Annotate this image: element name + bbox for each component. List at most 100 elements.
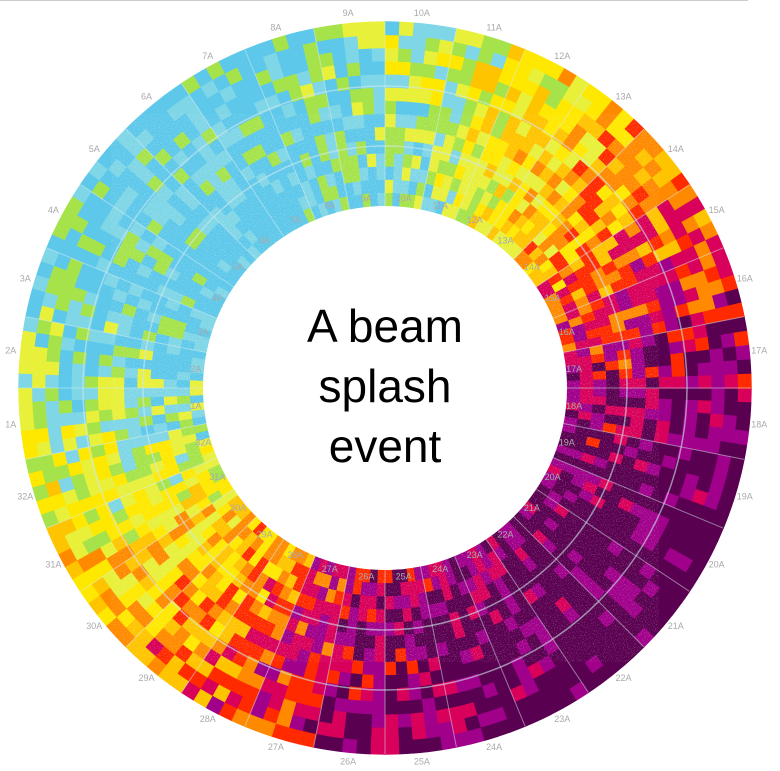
inner-sector-label: 16A [559, 327, 575, 337]
sector-boundary [181, 539, 285, 693]
sector-boundary [536, 184, 690, 288]
caption: A beam splash event [307, 300, 463, 472]
outer-sector-label: 12A [554, 51, 570, 61]
sector-boundary [485, 83, 589, 237]
outer-sector-label: 1A [5, 419, 16, 429]
outer-sector-label: 26A [340, 757, 356, 767]
outer-sector-label: 25A [414, 757, 430, 767]
sector-boundary [313, 566, 350, 748]
inner-sector-label: 26A [358, 571, 374, 581]
inner-sector-label: 2A [190, 364, 201, 374]
sector-boundary [420, 28, 457, 210]
sector-boundary [25, 423, 207, 460]
sector-boundary [513, 128, 645, 260]
inner-sector-label: 30A [230, 503, 246, 513]
caption-line: splash [319, 360, 452, 412]
sector-boundary [485, 539, 589, 693]
outer-sector-label: 17A [751, 345, 767, 355]
sector-boundary [552, 247, 724, 319]
outer-sector-label: 32A [17, 491, 33, 501]
outer-sector-label: 29A [138, 673, 154, 683]
outer-sector-label: 22A [615, 673, 631, 683]
outer-sector-label: 15A [709, 205, 725, 215]
inner-sector-label: 19A [559, 438, 575, 448]
sector-boundary [536, 488, 690, 592]
caption-line: A beam [307, 300, 463, 352]
sector-boundary [80, 184, 234, 288]
outer-sector-label: 27A [268, 742, 284, 752]
sector-boundary [46, 247, 218, 319]
outer-sector-label: 14A [668, 144, 684, 154]
sector-boundary [552, 457, 724, 529]
inner-sector-label: 1A [190, 401, 201, 411]
inner-sector-label: 24A [432, 564, 448, 574]
inner-sector-label: 20A [545, 472, 561, 482]
inner-sector-label: 14A [524, 262, 540, 272]
inner-sector-label: 22A [497, 529, 513, 539]
inner-sector-label: 17A [566, 364, 582, 374]
outer-sector-label: 9A [343, 8, 354, 18]
sector-boundary [80, 488, 234, 592]
outer-sector-label: 19A [737, 491, 753, 501]
inner-sector-label: 10A [396, 193, 412, 203]
outer-sector-label: 30A [86, 621, 102, 631]
sector-boundary [125, 516, 257, 648]
outer-sector-label: 24A [486, 742, 502, 752]
inner-sector-label: 8A [324, 201, 335, 211]
outer-sector-label: 7A [202, 51, 213, 61]
outer-sector-label: 28A [200, 714, 216, 724]
inner-sector-label: 9A [361, 193, 372, 203]
sector-boundary [46, 457, 218, 529]
outer-sector-label: 13A [615, 92, 631, 102]
sector-boundary [244, 555, 316, 727]
outer-sector-label: 2A [5, 345, 16, 355]
outer-sector-label: 3A [20, 273, 31, 283]
inner-sector-label: 25A [396, 571, 412, 581]
outer-sector-label: 20A [709, 560, 725, 570]
sector-boundary [420, 566, 457, 748]
inner-sector-label: 31A [209, 472, 225, 482]
outer-sector-label: 31A [45, 560, 61, 570]
outer-sector-label: 21A [668, 621, 684, 631]
sector-boundary [454, 49, 526, 221]
outer-sector-label: 6A [141, 92, 152, 102]
sector-boundary [244, 49, 316, 221]
inner-sector-label: 12A [467, 215, 483, 225]
inner-sector-label: 11A [433, 201, 448, 211]
sector-boundary [563, 316, 745, 353]
sector-boundary [513, 516, 645, 648]
sector-boundary [563, 423, 745, 460]
sector-boundary [454, 555, 526, 727]
sector-boundary [25, 316, 207, 353]
inner-sector-label: 3A [198, 327, 209, 337]
outer-sector-label: 23A [554, 714, 570, 724]
inner-sector-label: 28A [287, 550, 303, 560]
outer-sector-label: 4A [48, 205, 59, 215]
sector-boundary [181, 83, 285, 237]
inner-sector-label: 6A [259, 235, 270, 245]
inner-sector-label: 13A [497, 235, 513, 245]
sector-labels: 1A 2A 3A 4A 5A 6A 7A 8A 9A 10A 11A 12A 13A 14A 15A 16A 1… [5, 8, 767, 766]
outer-sector-label: 8A [270, 23, 281, 33]
outer-sector-label: 5A [89, 144, 100, 154]
inner-sector-label: 15A [545, 293, 561, 303]
inner-sector-label: 4A [212, 293, 223, 303]
inner-sector-label: 32A [195, 438, 211, 448]
caption-line: event [329, 420, 442, 472]
sector-boundary [313, 28, 350, 210]
inner-sector-label: 21A [524, 503, 540, 513]
outer-sector-label: 11A [486, 23, 501, 33]
sector-boundary [125, 128, 257, 260]
inner-sector-label: 5A [233, 262, 244, 272]
inner-sector-label: 29A [256, 529, 272, 539]
inner-sector-label: 7A [290, 215, 301, 225]
inner-sector-label: 23A [467, 550, 483, 560]
outer-sector-label: 16A [737, 273, 753, 283]
inner-sector-label: 27A [322, 564, 338, 574]
outer-sector-label: 18A [751, 419, 767, 429]
detector-ring [18, 21, 752, 755]
inner-sector-label: 18A [566, 401, 582, 411]
outer-sector-label: 10A [414, 8, 430, 18]
